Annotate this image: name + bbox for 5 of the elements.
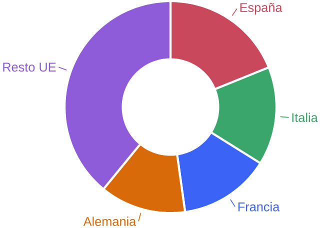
slice-label: Francia <box>238 202 280 212</box>
slice-label: Italia <box>292 112 318 122</box>
slice-label: Alemania <box>83 216 136 226</box>
slice-label: Resto UE <box>3 62 56 72</box>
slice-label: España <box>240 2 282 15</box>
